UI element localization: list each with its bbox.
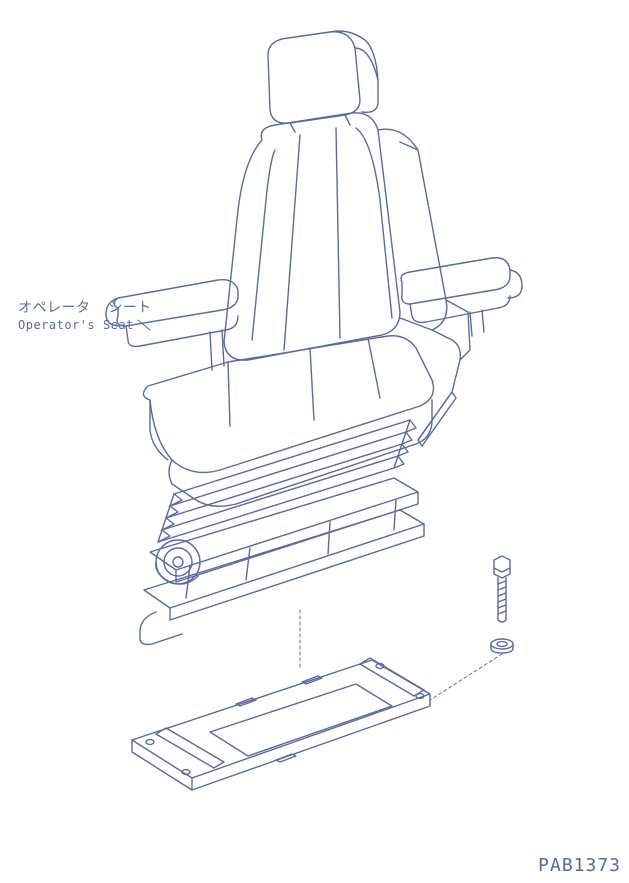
adjust-knob — [156, 540, 200, 584]
mounting-plate — [132, 658, 430, 790]
seat-label-jp: オペレータ シート — [18, 300, 152, 318]
seat-label-en: Operator's Seat — [18, 318, 134, 333]
suspension-bellows — [158, 420, 416, 542]
washer — [491, 639, 513, 653]
diagram-canvas: オペレータ シート Operator's Seat PAB1373 — [0, 0, 629, 883]
diagram-code: PAB1373 — [538, 855, 621, 878]
armrest-right — [401, 258, 522, 336]
backrest — [224, 113, 470, 446]
seat-cushion — [143, 336, 433, 507]
seat-diagram-svg — [0, 0, 629, 883]
bolt — [494, 556, 510, 622]
